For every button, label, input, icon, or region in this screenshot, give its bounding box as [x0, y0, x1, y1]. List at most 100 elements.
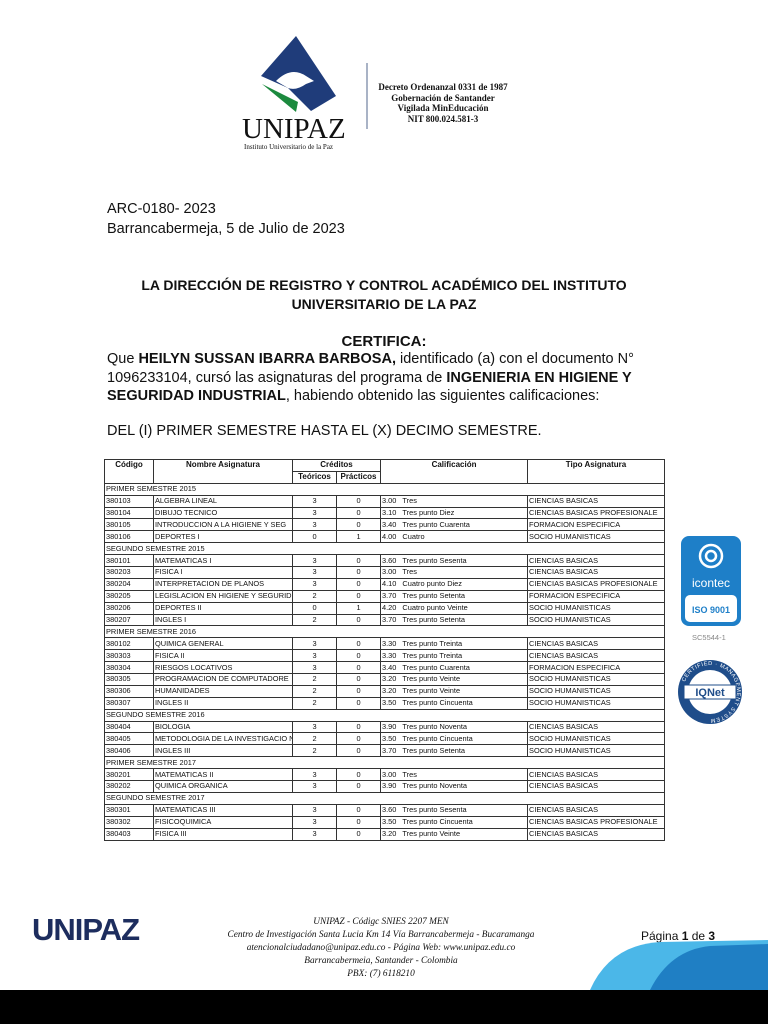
cell-calificacion: 3.70 Tres punto Setenta	[380, 589, 529, 603]
header-nombre: Nombre Asignatura	[153, 459, 293, 484]
cell-calificacion-value: Tres punto Setenta	[402, 591, 465, 601]
cell-codigo: 380403	[104, 827, 154, 841]
reference-block: ARC-0180- 2023 Barrancabermeja, 5 de Jul…	[107, 199, 345, 239]
cell-calificacion-value: 3.50	[382, 733, 397, 743]
table-row: 380106 DEPORTES I 0 1 4.00 Cuatro SOCIO HUMANI…	[104, 530, 666, 544]
cell-calificacion: 3.50 Tres punto Cincuenta	[380, 732, 529, 746]
cell-calificacion: 3.00 Tres	[380, 566, 529, 579]
cell-nombre: DEPORTES II	[153, 601, 293, 615]
cell-calificacion-value: 3.40	[382, 519, 397, 529]
table-row: 380204 INTERPRETACION DE PLANOS 3 0 4.10 Cuat…	[104, 577, 666, 591]
cell-nombre-value: DIBUJO TECNICO	[155, 508, 218, 517]
cell-tipo: SOCIO HUMANISTICAS	[527, 696, 666, 710]
semester-label: SEGUNDO SEMESTRE 2016	[103, 708, 666, 722]
cell-calificacion: 4.20 Cuatro punto Veinte	[380, 601, 529, 615]
semester-row: PRIMER SEMESTRE 2015	[103, 482, 666, 496]
cell-nombre-value: RIESGOS LOCATIVOS	[155, 662, 233, 672]
cell-teoricos: 2	[292, 732, 337, 746]
cell-calificacion: 3.30 Tres punto Treinta	[380, 649, 529, 663]
cell-tipo-value: CIENCIAS BASICAS	[529, 567, 599, 577]
page-number: Página 1 de 3	[641, 929, 715, 943]
cell-teoricos: 2	[292, 696, 337, 710]
cell-calificacion-value: 3.60	[382, 555, 397, 565]
cell-codigo-value: 380206	[106, 603, 131, 613]
cell-practicos-value: 0	[356, 591, 361, 601]
program-name: INGENIERIA EN HIGIENE Y SEGURIDAD INDUST…	[107, 369, 632, 405]
cell-codigo-value: 380305	[106, 674, 131, 684]
cell-codigo: 380102	[104, 637, 154, 651]
cell-nombre-value: ALGEBRA LINEAL	[155, 496, 218, 506]
cell-practicos: 0	[335, 577, 382, 591]
cell-codigo-value: 380306	[106, 686, 131, 696]
cell-calificacion-value: Tres punto Veinte	[402, 686, 461, 696]
cell-nombre: INTERPRETACION DE PLANOS	[153, 577, 293, 591]
cell-tipo-value: CIENCIAS BASICAS	[529, 769, 599, 779]
reference-number: ARC-0180- 2023	[107, 201, 216, 217]
cell-codigo-value: 380103	[106, 496, 131, 506]
cell-codigo-value: 380102	[106, 638, 131, 648]
cell-teoricos: 3	[292, 649, 337, 663]
cell-codigo-value: 380304	[106, 662, 131, 672]
cell-codigo-value: 380307	[106, 698, 131, 708]
cell-calificacion: 3.50 Tres punto Cincuenta	[380, 696, 529, 710]
cell-teoricos-value: 3	[312, 805, 317, 815]
header-tipo: Tipo Asignatura	[527, 459, 666, 484]
table-row: 380302 FISICOQUIMICA 3 0 3.50 Tres punto Cinc…	[104, 815, 666, 829]
cell-codigo-value: 380403	[106, 829, 131, 839]
cell-tipo-value: CIENCIAS BASICAS	[529, 496, 599, 506]
cell-practicos: 0	[335, 554, 382, 568]
cell-teoricos: 3	[292, 720, 337, 734]
cell-nombre-value: DEPORTES II	[155, 603, 202, 613]
cell-teoricos: 3	[292, 827, 337, 841]
cell-nombre-value: INTERPRETACION DE PLANOS	[155, 579, 265, 589]
certificate-code: SC5544-1	[692, 633, 726, 642]
cell-nombre: DIBUJO TECNICO	[153, 506, 293, 520]
iqnet-label: IQNet	[695, 687, 725, 699]
cell-nombre: INTRODUCCION A LA HIGIENE Y SEG	[153, 518, 293, 532]
cell-codigo: 380406	[104, 744, 154, 758]
cell-tipo: CIENCIAS BASICAS PROFESIONALE	[527, 577, 666, 591]
table-row: 380306 HUMANIDADES 2 0 3.20 Tres punto Veinte…	[104, 684, 666, 698]
cell-calificacion: 4.00 Cuatro	[380, 530, 529, 544]
footer-wave	[590, 940, 768, 990]
cell-tipo: SOCIO HUMANISTICAS	[527, 732, 666, 746]
cell-practicos: 0	[335, 744, 382, 758]
cell-calificacion-value: Tres punto Sesenta	[402, 555, 467, 565]
certificate-body: Que HEILYN SUSSAN IBARRA BARBOSA, identi…	[107, 350, 667, 406]
cell-calificacion-value: Cuatro punto Veinte	[402, 603, 468, 613]
cell-calificacion: 3.60 Tres punto Sesenta	[380, 554, 529, 568]
cell-codigo: 380105	[104, 518, 154, 532]
cell-teoricos-value: 3	[312, 508, 317, 517]
cell-codigo: 380104	[104, 506, 154, 520]
table-row: 380303 FISICA II 3 0 3.30 Tres punto Treinta C…	[104, 649, 666, 663]
cell-tipo: SOCIO HUMANISTICAS	[527, 530, 666, 544]
cell-teoricos: 2	[292, 684, 337, 698]
cell-tipo-value: CIENCIAS BASICAS	[529, 805, 599, 815]
cell-calificacion-value: Tres punto Setenta	[402, 615, 465, 625]
cell-tipo-value: CIENCIAS BASICAS	[529, 555, 599, 565]
cell-nombre: MATEMATICAS III	[153, 803, 293, 817]
cell-calificacion-value: 3.70	[382, 745, 397, 755]
cell-calificacion-value: Cuatro punto Diez	[402, 579, 462, 589]
cell-practicos-value: 0	[356, 769, 361, 779]
cell-teoricos-value: 2	[312, 686, 317, 696]
page-total: 3	[708, 929, 716, 943]
cell-tipo-value: SOCIO HUMANISTICAS	[529, 686, 611, 696]
cell-calificacion-value: Tres punto Setenta	[402, 745, 465, 755]
body-text: identificado (a) con el documento N° 109…	[107, 351, 634, 386]
cell-tipo-value: SOCIO HUMANISTICAS	[529, 615, 611, 625]
cell-codigo: 380201	[104, 768, 154, 782]
cell-nombre: HUMANIDADES	[153, 684, 293, 698]
cell-calificacion-value: Tres punto Cincuenta	[402, 698, 473, 708]
cell-nombre: FISICOQUIMICA	[153, 815, 293, 829]
icontec-iso-badge: icontec ISO 9001	[681, 536, 741, 626]
semester-row: PRIMER SEMESTRE 2017	[103, 756, 666, 770]
table-row: 380304 RIESGOS LOCATIVOS 3 0 3.40 Tres punto …	[104, 661, 666, 675]
cell-nombre-value: MATEMATICAS III	[155, 805, 216, 815]
cell-codigo-value: 380303	[106, 650, 131, 660]
cell-calificacion-value: Tres punto Cuarenta	[402, 519, 470, 529]
cell-calificacion-value: 3.40	[382, 662, 397, 672]
semester-label: SEGUNDO SEMESTRE 2017	[103, 791, 666, 805]
cell-tipo-value: SOCIO HUMANISTICAS	[529, 531, 611, 541]
cell-codigo: 380303	[104, 649, 154, 663]
